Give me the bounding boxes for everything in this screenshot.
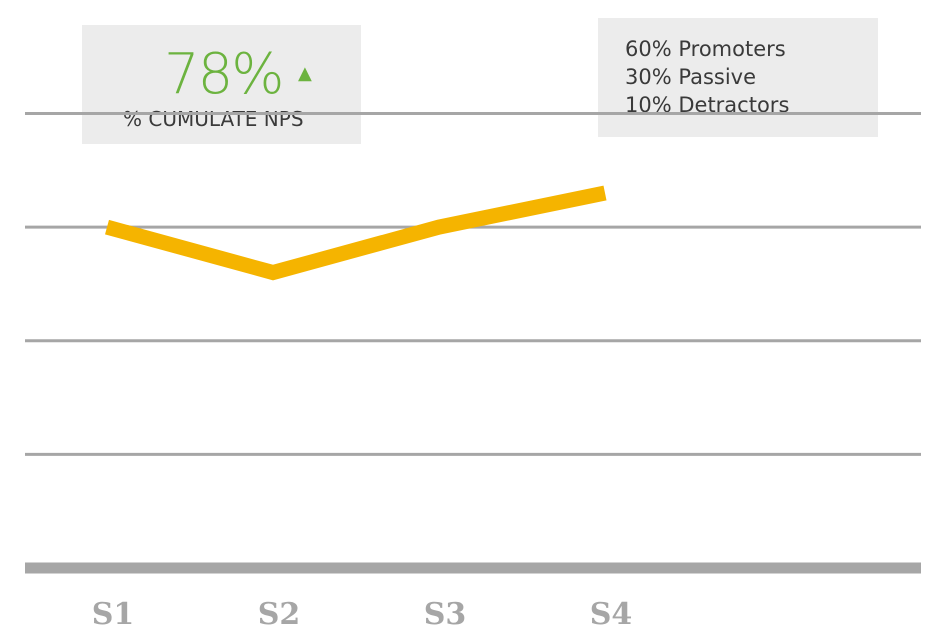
series-line-1 bbox=[105, 185, 607, 281]
nps-breakdown-card: 60% Promoters 30% Passive 10% Detractors bbox=[598, 18, 878, 137]
x-tick-label-s2: S2 bbox=[258, 597, 301, 632]
nps-value: 78% bbox=[164, 42, 284, 107]
trend-up-icon: ▲ bbox=[298, 63, 312, 84]
breakdown-passive: 30% Passive bbox=[625, 65, 757, 89]
x-tick-label-s1: S1 bbox=[92, 597, 135, 632]
x-tick-label-s4: S4 bbox=[590, 597, 633, 632]
breakdown-promoters: 60% Promoters bbox=[625, 37, 786, 61]
nps-kpi-card: 78% ▲ % CUMULATE NPS bbox=[82, 25, 361, 144]
x-tick-label-s3: S3 bbox=[424, 597, 467, 632]
